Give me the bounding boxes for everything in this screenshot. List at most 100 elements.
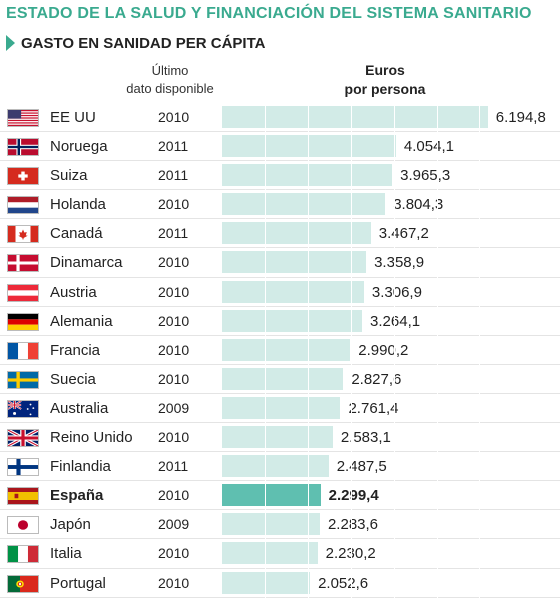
country-label: Australia [50,399,109,417]
de-flag-icon [7,312,39,331]
bar-row: Austria 2010 3.306,9 [0,278,560,307]
value-label: 3.306,9 [371,283,422,301]
jp-flag-icon [7,516,39,535]
bar-row: Canadá 2011 3.467,2 [0,219,560,249]
bar-row: Japón 2009 2.283,6 [0,510,560,540]
year-label: 2010 [158,429,190,446]
value-label: 2.052,6 [318,574,369,592]
year-label: 2010 [158,487,190,504]
bar [222,426,333,449]
bar [222,222,371,245]
date-header-line2: dato disponible [126,81,214,96]
country-label: Noruega [50,138,108,156]
bar-row: Suiza 2011 3.965,3 [0,161,560,191]
bar [222,164,393,187]
bar [222,542,318,565]
bar [222,571,311,594]
value-label: 2.283,6 [327,516,379,534]
se-flag-icon [7,370,39,389]
year-label: 2009 [158,516,190,533]
value-label: 2.990,2 [358,341,409,359]
fr-flag-icon [7,341,39,360]
bar-row: Suecia 2010 2.827,6 [0,365,560,394]
bar [222,280,364,303]
es-flag-icon [7,487,39,506]
it-flag-icon [7,545,39,564]
date-header-line1: Último [151,63,189,78]
bar [222,367,344,390]
year-label: 2011 [158,225,189,242]
at-flag-icon [7,283,39,302]
value-header-line1: Euros [365,62,405,78]
country-label: Suecia [50,370,96,388]
bar [222,338,351,361]
bar [222,455,329,478]
bar-row: Australia 2009 2.761,4 [0,394,560,424]
bar-row: Alemania 2010 3.264,1 [0,307,560,336]
country-label: Francia [50,341,101,359]
country-label: Portugal [50,574,106,592]
year-label: 2010 [158,109,190,125]
country-label: Japón [50,516,91,534]
bar [222,396,341,419]
year-label: 2009 [158,399,190,416]
bar [222,251,367,274]
chart-title: ESTADO DE LA SALUD Y FINANCIACIÓN DEL SI… [6,5,532,22]
bar [222,106,488,128]
date-column-header: Último dato disponible [110,62,230,98]
no-flag-icon [7,138,39,157]
year-label: 2010 [158,254,190,271]
country-label: Reino Unido [50,429,133,447]
year-label: 2011 [158,138,189,155]
value-label: 3.467,2 [378,225,429,243]
year-label: 2010 [158,574,190,591]
value-label: 3.264,1 [370,312,421,330]
country-label: Italia [50,545,82,563]
bar [222,309,363,332]
ca-flag-icon [7,225,39,244]
subtitle-row: GASTO EN SANIDAD PER CÁPITA [6,33,265,53]
country-label: Dinamarca [50,254,123,272]
value-label: 3.965,3 [400,167,451,185]
value-label: 3.804,3 [393,196,444,214]
bar-row: Holanda 2010 3.804,3 [0,190,560,220]
value-label: 2.299,4 [328,487,379,505]
year-label: 2011 [158,167,189,184]
bar-row: EE UU 2010 6.194,8 [0,103,560,133]
bar [222,513,320,536]
bar-row: Italia 2010 2.230,2 [0,539,560,569]
country-label: EE UU [50,109,96,126]
value-label: 4.054,1 [403,138,454,156]
country-label: Holanda [50,196,106,214]
year-label: 2010 [158,196,190,213]
value-label: 2.761,4 [348,399,399,417]
country-label: Alemania [50,312,113,330]
year-label: 2010 [158,312,190,329]
country-label: España [50,487,104,505]
year-label: 2010 [158,341,190,358]
bar [222,193,386,216]
bar [222,135,396,158]
year-label: 2011 [158,458,189,475]
bar [222,484,321,507]
value-label: 2.487,5 [336,458,387,476]
triangle-marker-icon [6,35,15,51]
year-label: 2010 [158,370,190,387]
au-flag-icon [7,399,39,418]
ch-flag-icon [7,167,39,186]
bar-row: España 2010 2.299,4 [0,481,560,511]
bar-row: Finlandia 2011 2.487,5 [0,452,560,482]
us-flag-icon [7,109,39,127]
bar-row: Reino Unido 2010 2.583,1 [0,423,560,453]
value-label: 2.230,2 [325,545,376,563]
value-label: 3.358,9 [374,254,425,272]
bar-row: Portugal 2010 2.052,6 [0,569,560,598]
gb-flag-icon [7,429,39,448]
year-label: 2010 [158,545,190,562]
dk-flag-icon [7,254,39,273]
country-label: Austria [50,283,97,301]
value-header-line2: por persona [344,81,426,97]
country-label: Finlandia [50,458,111,476]
year-label: 2010 [158,283,190,300]
bar-chart: EE UU 2010 6.194,8 Noruega 2011 4.054,1 Suiza 2… [0,103,560,598]
